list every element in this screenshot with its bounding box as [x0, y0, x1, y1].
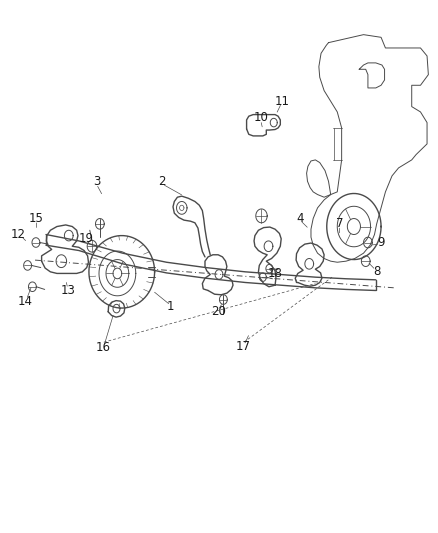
Text: 2: 2 [158, 175, 166, 188]
Text: 17: 17 [236, 340, 251, 353]
Text: 1: 1 [167, 300, 175, 313]
Text: 11: 11 [275, 95, 290, 108]
Text: 7: 7 [336, 217, 343, 230]
Text: 4: 4 [296, 212, 304, 225]
Text: 16: 16 [95, 341, 110, 354]
Text: 13: 13 [60, 284, 75, 297]
Text: 15: 15 [28, 212, 43, 225]
Text: 20: 20 [211, 305, 226, 318]
Text: 3: 3 [93, 175, 100, 188]
Text: 18: 18 [268, 267, 283, 280]
Text: 12: 12 [11, 228, 26, 241]
Text: 9: 9 [377, 236, 385, 249]
Text: 8: 8 [373, 265, 380, 278]
Text: 14: 14 [18, 295, 33, 308]
Text: 10: 10 [253, 111, 268, 124]
Text: 19: 19 [78, 232, 93, 245]
